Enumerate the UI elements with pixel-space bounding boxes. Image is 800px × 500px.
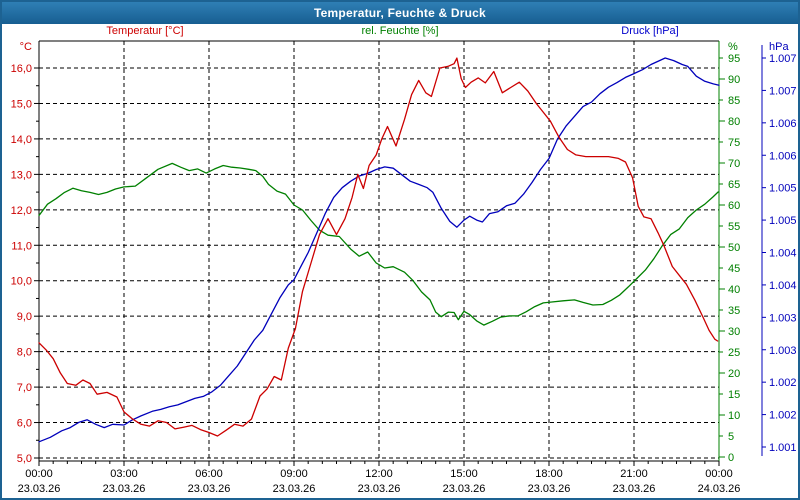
date-label: 23.03.26	[18, 483, 61, 495]
humidity-tick-label: 25	[728, 347, 740, 359]
humidity-axis-unit: %	[728, 41, 738, 53]
pressure-tick-label: 1.002	[769, 410, 797, 422]
date-label: 24.03.26	[698, 483, 741, 495]
window-title-bar: Temperatur, Feuchte & Druck	[2, 2, 798, 24]
date-label: 23.03.26	[103, 483, 146, 495]
date-label: 23.03.26	[273, 483, 316, 495]
date-label: 23.03.26	[358, 483, 401, 495]
series-header-label-1: rel. Feuchte [%]	[361, 25, 438, 37]
temp-tick-label: 6,0	[17, 418, 32, 430]
temp-tick-label: 10,0	[11, 276, 32, 288]
humidity-tick-label: 60	[728, 200, 740, 212]
humidity-tick-label: 65	[728, 179, 740, 191]
temp-tick-label: 16,0	[11, 63, 32, 75]
date-label: 23.03.26	[443, 483, 486, 495]
temp-tick-label: 13,0	[11, 169, 32, 181]
time-label: 06:00	[195, 468, 223, 480]
humidity-tick-label: 80	[728, 116, 740, 128]
temp-tick-label: 12,0	[11, 205, 32, 217]
humidity-tick-label: 0	[728, 452, 734, 464]
humidity-tick-label: 20	[728, 368, 740, 380]
druck-curve	[38, 57, 720, 443]
time-label: 21:00	[620, 468, 648, 480]
time-label: 12:00	[365, 468, 393, 480]
window-title: Temperatur, Feuchte & Druck	[314, 6, 486, 20]
humidity-tick-label: 90	[728, 74, 740, 86]
humidity-tick-label: 95	[728, 53, 740, 65]
pressure-tick-label: 1.005	[769, 183, 797, 195]
temp-tick-label: 14,0	[11, 134, 32, 146]
time-label: 00:00	[25, 468, 53, 480]
series-header-label-0: Temperatur [°C]	[106, 25, 183, 37]
temperatur-curve	[38, 57, 719, 437]
pressure-tick-label: 1.007	[769, 85, 797, 97]
temp-axis-unit: °C	[20, 41, 32, 53]
humidity-tick-label: 55	[728, 221, 740, 233]
pressure-tick-label: 1.003	[769, 345, 797, 357]
pressure-tick-label: 1.004	[769, 280, 797, 292]
time-label: 00:00	[705, 468, 733, 480]
humidity-tick-label: 15	[728, 389, 740, 401]
humidity-tick-label: 75	[728, 137, 740, 149]
pressure-tick-label: 1.005	[769, 215, 797, 227]
pressure-tick-label: 1.001	[769, 442, 797, 454]
humidity-tick-label: 40	[728, 284, 740, 296]
pressure-axis-unit: hPa	[769, 41, 789, 53]
humidity-tick-label: 35	[728, 305, 740, 317]
pressure-tick-label: 1.003	[769, 312, 797, 324]
humidity-tick-label: 50	[728, 242, 740, 254]
time-label: 03:00	[110, 468, 138, 480]
humidity-tick-label: 30	[728, 326, 740, 338]
date-label: 23.03.26	[188, 483, 231, 495]
time-label: 15:00	[450, 468, 478, 480]
pressure-tick-label: 1.006	[769, 118, 797, 130]
series-header-label-2: Druck [hPa]	[621, 25, 678, 37]
time-label: 09:00	[280, 468, 308, 480]
temp-tick-label: 8,0	[17, 347, 32, 359]
temp-tick-label: 5,0	[17, 453, 32, 465]
rel-feuchte-curve	[38, 162, 719, 326]
time-label: 18:00	[535, 468, 563, 480]
date-label: 23.03.26	[613, 483, 656, 495]
pressure-tick-label: 1.006	[769, 150, 797, 162]
humidity-tick-label: 85	[728, 95, 740, 107]
date-label: 23.03.26	[528, 483, 571, 495]
temp-tick-label: 7,0	[17, 382, 32, 394]
humidity-tick-label: 45	[728, 263, 740, 275]
pressure-tick-label: 1.007	[769, 53, 797, 65]
humidity-tick-label: 5	[728, 431, 734, 443]
weather-chart: 16,0 15,0 14,0 13,0 12,0 11,0 10,0 9,0 8,0 7,0 6,0…	[11, 25, 797, 495]
temp-tick-label: 9,0	[17, 311, 32, 323]
pressure-tick-label: 1.004	[769, 248, 797, 260]
humidity-tick-label: 70	[728, 158, 740, 170]
pressure-tick-label: 1.002	[769, 377, 797, 389]
temp-tick-label: 15,0	[11, 98, 32, 110]
temp-tick-label: 11,0	[11, 240, 32, 252]
humidity-tick-label: 10	[728, 410, 740, 422]
